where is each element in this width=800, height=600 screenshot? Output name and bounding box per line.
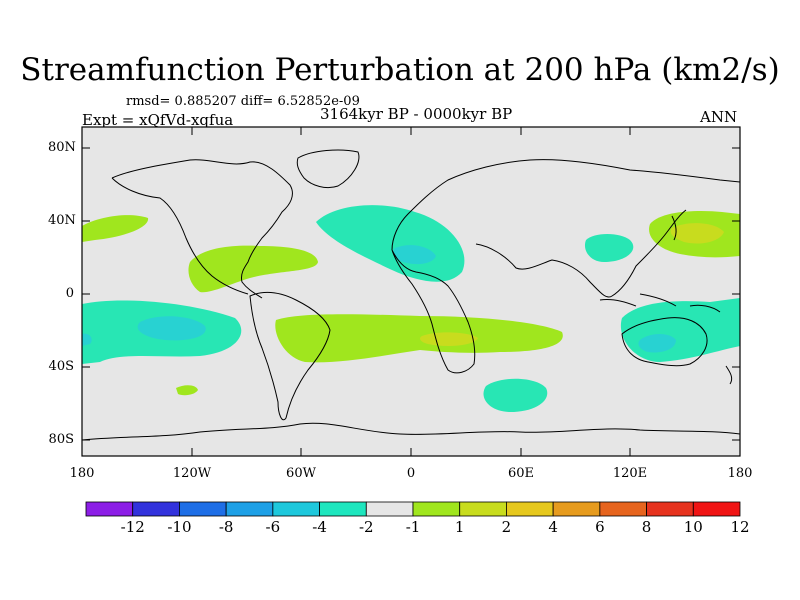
coastline-japan [671,215,677,241]
colorbar-label: 4 [548,518,558,536]
neg-region-asia [584,234,634,262]
stats-label: rmsd= 0.885207 diff= 6.52852e-09 [126,94,360,109]
colorbar-label: 6 [595,518,605,536]
coastlines [82,149,740,441]
colorbar-label: -8 [218,518,234,536]
latitude-ticks [82,147,740,441]
coastline-new-zealand [725,365,733,385]
lon-label-120w: 120W [172,466,212,481]
experiment-label: Expt = xQfVd-xqfua [82,111,234,129]
colorbar-box [506,501,554,517]
pos-core-northwest-pacific [670,223,724,244]
colorbar-box [225,501,274,517]
coastline-north-america [111,159,293,299]
colorbar-box [319,501,367,517]
lon-label-120e: 120E [612,466,648,481]
colorbar-label: -2 [358,518,374,536]
coastline-greenland [296,149,360,189]
colorbar-label: -10 [167,518,192,536]
colorbar-box [85,501,134,517]
colorbar-box [412,501,461,517]
colorbar-box [132,501,180,517]
pos-region-caribbean [188,245,318,293]
lat-label-40s: 40S [48,359,74,374]
colorbar-box [179,501,227,517]
colorbar-label: -4 [312,518,327,536]
anomaly-fields [82,205,740,412]
colorbar-label: -12 [120,518,145,536]
lon-label-180w: 180 [69,466,95,481]
lat-label-40n: 40N [48,213,76,228]
colorbar-box [692,501,741,517]
colorbar-label: 2 [501,518,512,536]
coastline-maritime-continent [599,293,721,313]
neg-core-west-edge [82,333,92,346]
colorbar-box [365,501,414,517]
neg-core-north-atlantic [393,245,436,265]
lat-label-80s: 80S [48,432,74,447]
pos-region-north-pacific [82,215,149,242]
colorbar-label: -1 [405,518,421,536]
coastline-south-america [249,292,331,421]
coastline-eurasia-africa [391,159,740,374]
lat-label-eq: 0 [65,286,74,301]
period-label: 3164kyr BP - 0000kyr BP [320,105,513,123]
neg-region-southern-ocean [483,378,548,412]
colorbar-box [646,501,694,517]
colorbar-label: 12 [730,518,750,536]
season-label: ANN [700,108,738,126]
lon-label-60w: 60W [286,466,316,481]
neg-core-south-pacific [137,316,206,341]
pos-region-small-south-pacific [176,385,198,396]
colorbar-box [459,501,507,517]
colorbar-label: -6 [265,518,281,536]
map-background [82,127,740,456]
lat-label-80n: 80N [48,140,76,155]
plot-title: Streamfunction Perturbation at 200 hPa (… [20,52,780,88]
neg-core-australia [638,334,676,353]
coastline-australia [621,317,708,367]
colorbar-label: 10 [683,518,703,536]
lon-label-0: 0 [406,466,416,481]
colorbar-label: 8 [641,518,652,536]
colorbar-label: 1 [454,518,465,536]
pos-region-southern-tropics [275,314,563,363]
lon-label-180e: 180 [727,466,753,481]
colorbar [85,501,741,517]
longitude-ticks [81,127,741,456]
coastline-antarctica [82,422,740,441]
pos-core-southern-africa [420,332,478,346]
colorbar-box [272,501,320,517]
lon-label-60e: 60E [507,466,535,481]
colorbar-box [552,501,601,517]
colorbar-box [599,501,647,517]
